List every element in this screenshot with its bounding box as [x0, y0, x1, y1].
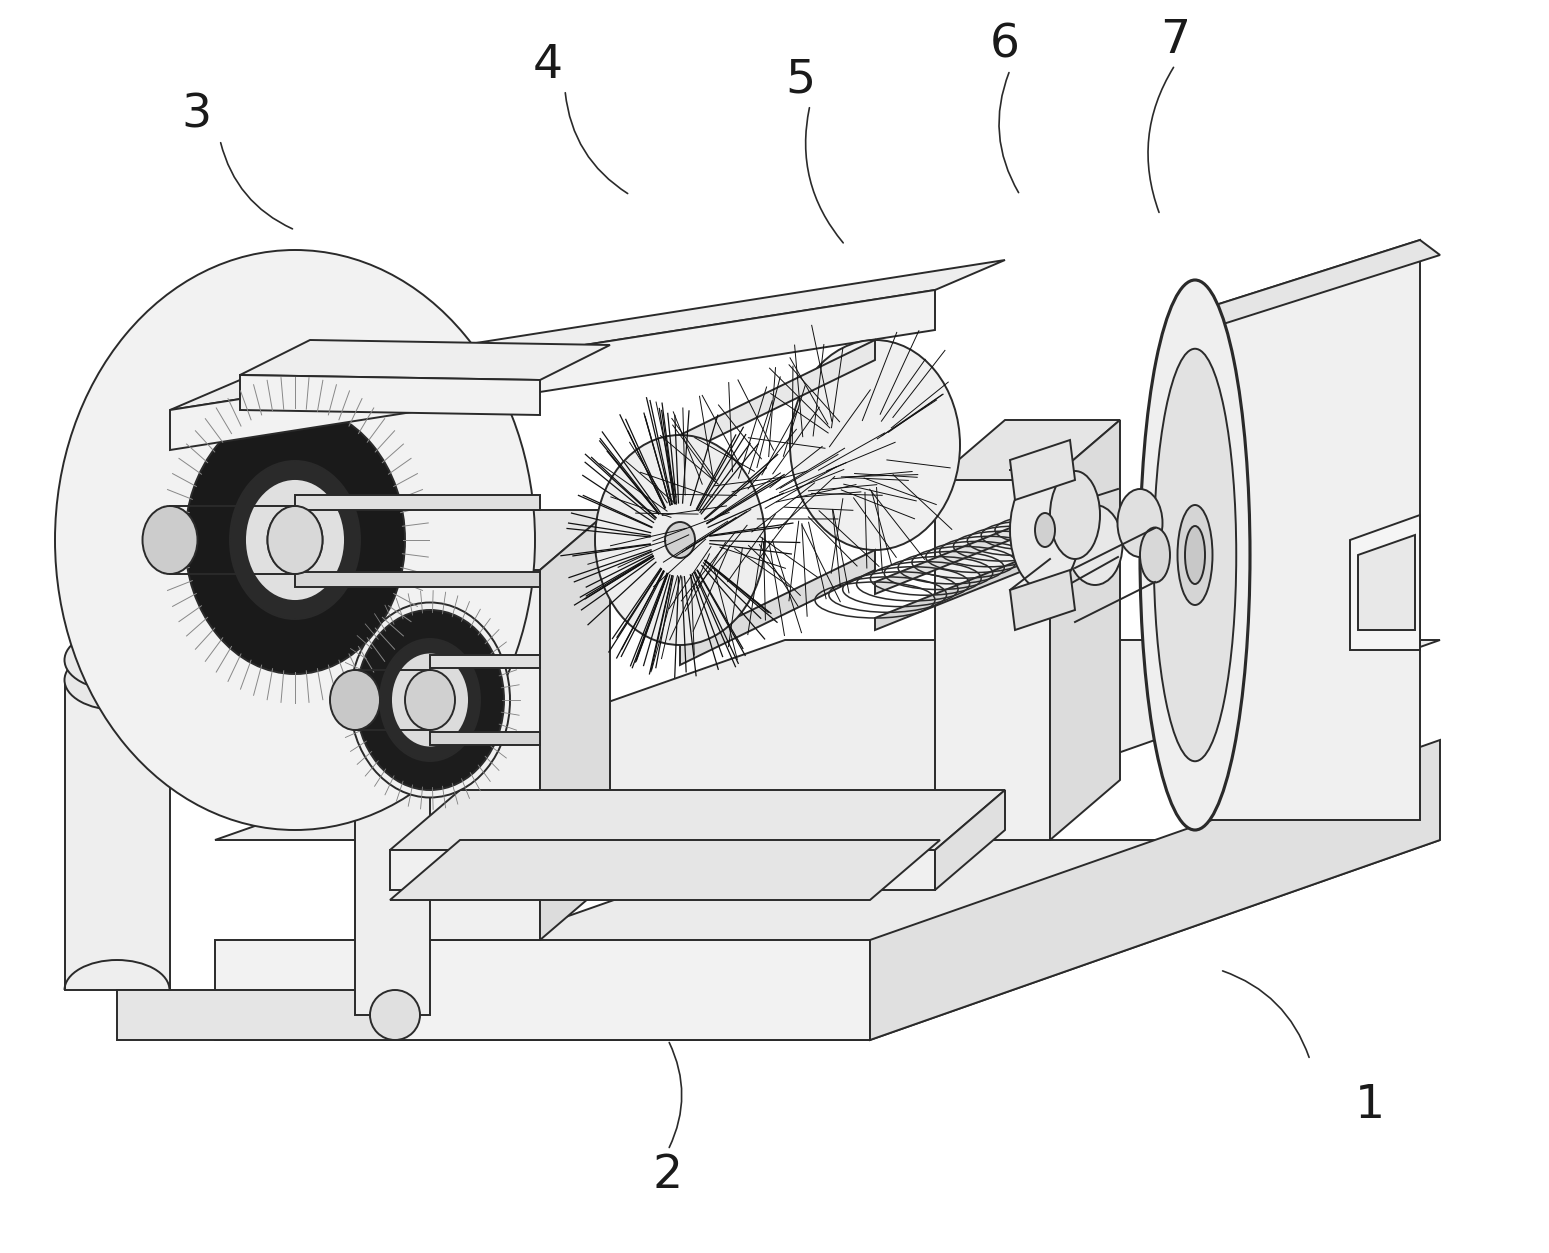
Polygon shape [541, 510, 610, 940]
Ellipse shape [392, 635, 468, 685]
Polygon shape [1050, 420, 1120, 840]
Ellipse shape [56, 251, 534, 829]
Ellipse shape [404, 670, 455, 730]
Text: 3: 3 [181, 93, 211, 138]
Text: 5: 5 [785, 58, 815, 103]
Polygon shape [1200, 241, 1420, 819]
Ellipse shape [1140, 528, 1169, 583]
Ellipse shape [1035, 512, 1055, 548]
Ellipse shape [268, 506, 322, 574]
Ellipse shape [380, 639, 480, 761]
Ellipse shape [790, 340, 960, 550]
Polygon shape [215, 940, 871, 1040]
Polygon shape [118, 640, 431, 680]
Polygon shape [215, 640, 1441, 840]
Polygon shape [294, 573, 541, 586]
Polygon shape [215, 840, 1441, 1040]
Ellipse shape [1117, 489, 1162, 558]
Polygon shape [871, 741, 1441, 1040]
Text: 2: 2 [654, 1153, 683, 1198]
Polygon shape [355, 680, 431, 1015]
Polygon shape [170, 289, 936, 450]
Ellipse shape [268, 506, 322, 574]
Ellipse shape [412, 679, 448, 722]
Ellipse shape [245, 479, 345, 601]
Polygon shape [390, 570, 541, 940]
Polygon shape [875, 516, 1039, 594]
Ellipse shape [1140, 279, 1250, 829]
Ellipse shape [1177, 505, 1213, 605]
Ellipse shape [1010, 470, 1080, 590]
Polygon shape [1010, 570, 1075, 630]
Polygon shape [1351, 515, 1420, 650]
Ellipse shape [65, 650, 169, 710]
Ellipse shape [1154, 348, 1236, 762]
Text: 6: 6 [990, 23, 1019, 68]
Ellipse shape [330, 670, 380, 730]
Ellipse shape [65, 630, 169, 690]
Ellipse shape [1067, 505, 1123, 585]
Ellipse shape [143, 506, 198, 574]
Text: 4: 4 [533, 43, 564, 88]
Polygon shape [390, 840, 940, 900]
Ellipse shape [370, 990, 420, 1040]
Polygon shape [431, 732, 541, 746]
Polygon shape [1358, 535, 1414, 630]
Polygon shape [240, 340, 610, 380]
Ellipse shape [1050, 471, 1100, 559]
Polygon shape [170, 261, 1005, 410]
Ellipse shape [229, 461, 359, 619]
Polygon shape [875, 553, 1039, 630]
Ellipse shape [390, 653, 469, 748]
Ellipse shape [1185, 526, 1205, 584]
Text: 1: 1 [1355, 1083, 1385, 1128]
Polygon shape [1200, 241, 1441, 325]
Polygon shape [294, 495, 541, 510]
Polygon shape [390, 510, 610, 570]
Ellipse shape [595, 435, 765, 645]
Polygon shape [390, 850, 936, 890]
Text: 7: 7 [1160, 18, 1190, 63]
Ellipse shape [665, 523, 696, 558]
Ellipse shape [350, 603, 510, 797]
Polygon shape [431, 655, 541, 668]
Polygon shape [936, 789, 1005, 890]
Polygon shape [936, 480, 1050, 840]
Polygon shape [1010, 440, 1075, 500]
Polygon shape [390, 789, 1005, 850]
Ellipse shape [184, 406, 404, 674]
Polygon shape [680, 340, 875, 455]
Ellipse shape [356, 610, 503, 789]
Polygon shape [240, 375, 541, 415]
Polygon shape [936, 420, 1120, 480]
Polygon shape [680, 550, 875, 665]
Polygon shape [65, 680, 170, 990]
Polygon shape [175, 475, 359, 660]
Polygon shape [118, 990, 395, 1040]
